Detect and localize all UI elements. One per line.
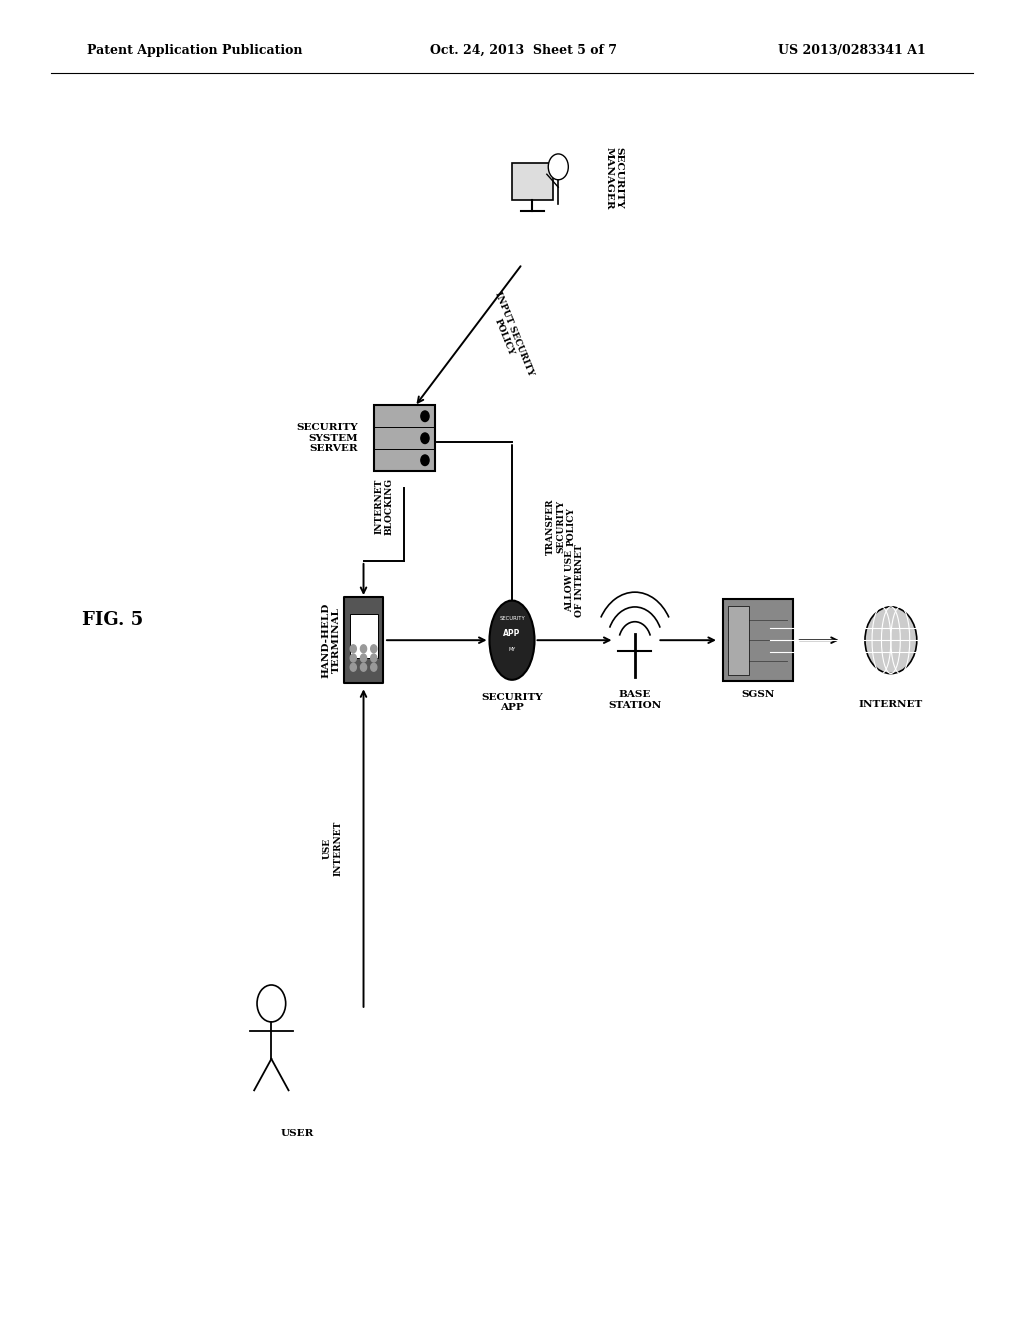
Text: SGSN: SGSN [741,690,774,700]
Bar [374,405,435,471]
Circle shape [257,985,286,1022]
Text: INTERNET
BLOCKING: INTERNET BLOCKING [375,478,393,535]
Text: SECURITY: SECURITY [499,615,525,620]
Text: FIG. 5: FIG. 5 [82,611,143,630]
Text: MY: MY [508,647,516,652]
Circle shape [350,644,356,653]
Circle shape [865,607,916,673]
Circle shape [360,653,367,663]
Circle shape [421,433,429,444]
Text: Patent Application Publication: Patent Application Publication [87,44,302,57]
Text: USER: USER [281,1129,313,1138]
Circle shape [360,644,367,653]
Text: SECURITY
APP: SECURITY APP [481,693,543,713]
Text: INPUT SECURITY
POLICY: INPUT SECURITY POLICY [483,290,536,380]
Circle shape [421,455,429,466]
Text: US 2013/0283341 A1: US 2013/0283341 A1 [778,44,926,57]
Text: HAND-HELD
TERMINAL: HAND-HELD TERMINAL [322,602,340,678]
Circle shape [371,653,377,663]
Ellipse shape [489,601,535,680]
Text: USE
INTERNET: USE INTERNET [324,821,342,875]
Circle shape [548,154,568,180]
Bar [344,597,383,682]
Bar [512,164,553,201]
Circle shape [371,644,377,653]
Text: TRANSFER
SECURITY
POLICY: TRANSFER SECURITY POLICY [546,499,577,554]
Text: SECURITY
SYSTEM
SERVER: SECURITY SYSTEM SERVER [297,424,358,453]
Circle shape [421,411,429,421]
Bar [723,599,793,681]
Text: SECURITY
MANAGER: SECURITY MANAGER [604,147,624,210]
Text: ALLOW USE
OF INTERNET: ALLOW USE OF INTERNET [565,544,584,618]
Text: BASE
STATION: BASE STATION [608,690,662,710]
Circle shape [350,663,356,671]
Text: Oct. 24, 2013  Sheet 5 of 7: Oct. 24, 2013 Sheet 5 of 7 [430,44,617,57]
Bar [349,614,378,659]
Circle shape [371,663,377,671]
Circle shape [350,653,356,663]
Text: INTERNET: INTERNET [859,700,923,709]
Circle shape [360,663,367,671]
Bar [728,606,749,675]
Text: APP: APP [504,630,520,639]
